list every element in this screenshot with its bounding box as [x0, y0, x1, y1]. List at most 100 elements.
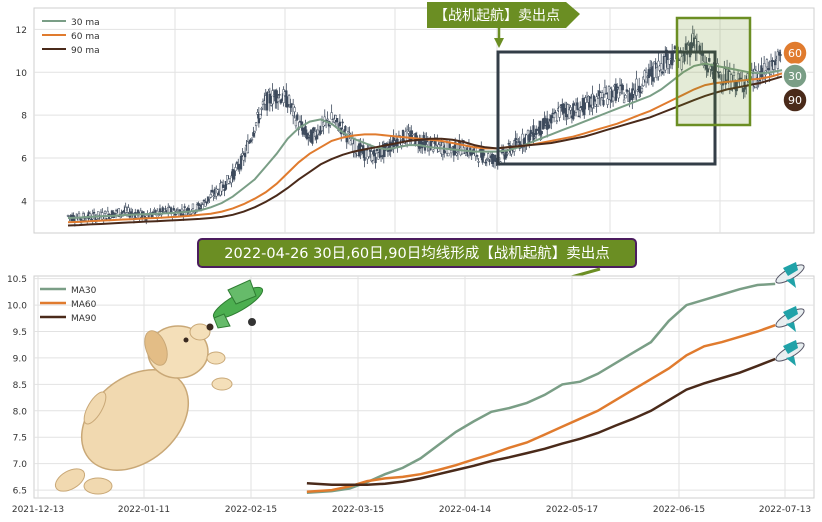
candle-body: [246, 141, 250, 154]
candle-body: [706, 68, 710, 73]
candle-body: [638, 85, 641, 92]
candle-body: [484, 161, 487, 164]
candle-body: [304, 126, 307, 135]
candle-body: [546, 118, 549, 130]
candle-body: [647, 69, 650, 79]
candle-body: [506, 152, 509, 155]
ma-chart-legend: MA30 MA60 MA90: [40, 286, 97, 324]
candle-body: [113, 213, 116, 215]
signal-region-box: [496, 50, 717, 166]
candle-body: [769, 61, 773, 75]
candle-body: [583, 99, 586, 116]
candle-body: [341, 121, 344, 124]
candle-body: [454, 141, 457, 155]
candle-body: [529, 129, 532, 135]
legend-ma60-label: 60 ma: [71, 32, 100, 42]
candle-body: [279, 99, 282, 104]
candle-body: [223, 189, 226, 192]
ma-x-tick-label: 2022-07-13: [759, 505, 811, 515]
candle-body: [330, 112, 333, 120]
callout-arrow-label: 【战机起航】卖出点: [427, 2, 580, 28]
candle-body: [344, 125, 347, 131]
ma-x-tick-label: 2022-05-17: [546, 505, 598, 515]
price-y-tick-label: 10: [16, 69, 28, 79]
ma90-line: [67, 75, 783, 227]
candle-body: [256, 112, 259, 115]
candle-body: [600, 92, 604, 98]
candle-body: [172, 208, 175, 211]
ma-x-tick-label: 2022-06-15: [653, 505, 705, 515]
candle-body: [374, 156, 377, 164]
candle-body: [507, 143, 510, 145]
candle-body: [487, 153, 490, 159]
candle-body: [640, 88, 644, 93]
candle-body: [779, 54, 782, 56]
candle-body: [584, 97, 587, 103]
airplane-icon-ma90: [775, 340, 805, 366]
legend-MA60-label: MA60: [71, 300, 97, 310]
ma-x-tick-label: 2021-12-13: [12, 505, 64, 515]
candle-body: [106, 210, 109, 215]
candle-body: [742, 87, 745, 92]
candle-body: [672, 60, 675, 62]
candle-body: [617, 88, 620, 99]
candle-body: [208, 197, 211, 199]
candle-body: [684, 43, 688, 50]
candle-body: [422, 135, 425, 141]
candle-body: [449, 150, 453, 154]
candle-body: [242, 154, 245, 161]
candle-body: [551, 112, 554, 115]
candle-body: [611, 96, 615, 102]
price-y-tick-label: 8: [21, 112, 27, 122]
candle-body: [353, 139, 357, 152]
candle-body: [618, 85, 622, 93]
price-y-tick-label: 4: [21, 197, 27, 207]
candle-body: [287, 95, 291, 105]
candle-body: [661, 71, 664, 74]
candle-body: [257, 114, 261, 124]
candle-body: [239, 155, 243, 170]
candle-body: [432, 149, 435, 152]
candle-body: [635, 78, 638, 96]
candle-body: [371, 153, 374, 161]
candle-body: [401, 130, 405, 142]
dog-illustration: [54, 323, 233, 495]
candle-body: [202, 199, 206, 202]
candle-body: [477, 161, 480, 163]
ma-badge-60: 60: [782, 40, 808, 66]
ma-x-tick-label: 2022-01-11: [118, 505, 170, 515]
ma-x-tick-label: 2022-02-15: [225, 505, 277, 515]
price-chart: 4 6 8 10 12 【战机起航】卖出点 30 ma 60 ma 90 ma 60: [16, 2, 815, 234]
candle-body: [568, 109, 571, 119]
candle-body: [763, 63, 766, 78]
candle-body: [224, 181, 228, 190]
candle-body: [315, 135, 318, 140]
moving-average-lines: [67, 62, 783, 227]
candle-body: [596, 98, 600, 107]
ma30-line: [67, 62, 783, 219]
candle-body: [430, 140, 434, 143]
candle-body: [311, 131, 314, 144]
candle-body: [191, 203, 195, 209]
candle-body: [265, 92, 269, 111]
toy-airplane-icon: [212, 279, 264, 329]
legend-ma30-label: 30 ma: [71, 18, 100, 28]
candle-body: [504, 151, 508, 159]
candle-body: [348, 132, 351, 134]
candle-body: [665, 49, 668, 64]
candle-body: [204, 202, 207, 207]
candle-body: [275, 90, 278, 104]
candle-body: [603, 87, 607, 95]
ma-y-tick-label: 6.5: [13, 487, 27, 497]
legend-ma90-label: 90 ma: [71, 46, 100, 56]
candle-body: [671, 51, 674, 66]
candle-body: [540, 130, 543, 134]
legend-MA90-label: MA90: [71, 314, 97, 324]
candle-body: [543, 117, 546, 127]
bottom-chart-title: 2022-04-26 30日,60日,90日均线形成【战机起航】卖出点: [224, 245, 609, 262]
candle-body: [773, 60, 777, 66]
candle-body: [539, 120, 542, 136]
ma-badge-30: 30: [782, 63, 808, 89]
candle-body: [653, 61, 656, 78]
candle-body: [158, 208, 162, 212]
